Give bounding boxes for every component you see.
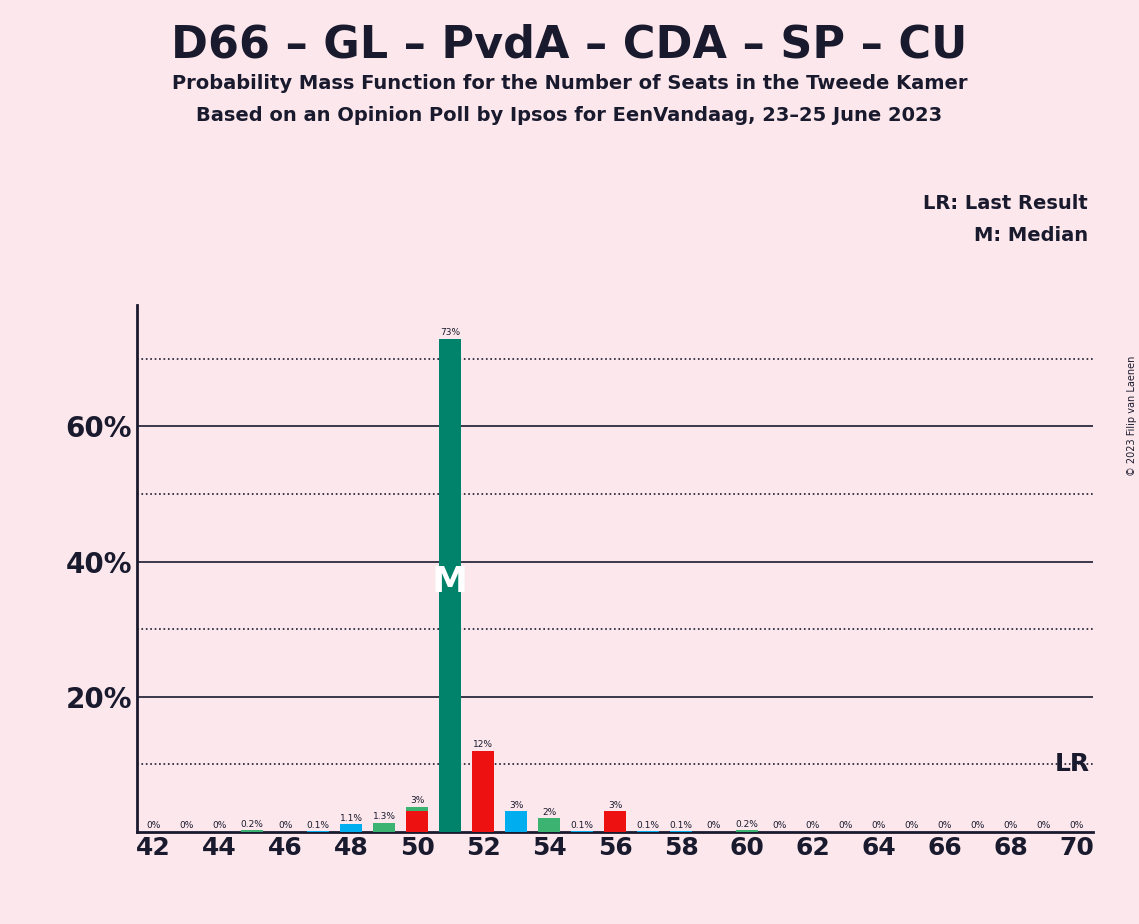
Text: 2%: 2% (542, 808, 556, 817)
Text: 0.1%: 0.1% (637, 821, 659, 830)
Bar (473, 750, 494, 832)
Text: 0.1%: 0.1% (306, 821, 329, 830)
Text: 0%: 0% (146, 821, 161, 831)
Text: 0%: 0% (773, 821, 787, 831)
Bar (407, 811, 428, 832)
Text: 0.1%: 0.1% (571, 821, 593, 830)
Bar (605, 811, 625, 832)
Bar (506, 811, 527, 832)
Text: LR: LR (1055, 752, 1090, 776)
Text: 0%: 0% (278, 821, 293, 831)
Text: 73%: 73% (440, 328, 460, 337)
Bar (241, 831, 263, 832)
Bar (736, 831, 757, 832)
Text: 0%: 0% (904, 821, 919, 831)
Text: 1.1%: 1.1% (339, 814, 362, 822)
Text: 0%: 0% (212, 821, 227, 831)
Text: © 2023 Filip van Laenen: © 2023 Filip van Laenen (1126, 356, 1137, 476)
Bar (407, 807, 428, 811)
Text: 0%: 0% (1036, 821, 1051, 831)
Text: 0%: 0% (838, 821, 853, 831)
Text: 0%: 0% (1003, 821, 1018, 831)
Text: 0.2%: 0.2% (736, 820, 759, 829)
Text: 0%: 0% (805, 821, 820, 831)
Text: 12%: 12% (473, 740, 493, 749)
Text: 1.3%: 1.3% (372, 812, 395, 821)
Text: Based on an Opinion Poll by Ipsos for EenVandaag, 23–25 June 2023: Based on an Opinion Poll by Ipsos for Ee… (196, 106, 943, 126)
Bar (440, 339, 461, 832)
Text: 0%: 0% (1070, 821, 1084, 831)
Bar (374, 822, 395, 832)
Text: Probability Mass Function for the Number of Seats in the Tweede Kamer: Probability Mass Function for the Number… (172, 74, 967, 93)
Text: 0%: 0% (707, 821, 721, 831)
Text: 0.1%: 0.1% (670, 821, 693, 830)
Bar (341, 824, 362, 832)
Text: 3%: 3% (410, 796, 425, 805)
Text: 0.2%: 0.2% (240, 820, 263, 829)
Text: D66 – GL – PvdA – CDA – SP – CU: D66 – GL – PvdA – CDA – SP – CU (171, 23, 968, 67)
Text: 3%: 3% (509, 801, 523, 810)
Bar (539, 818, 559, 832)
Text: M: M (432, 565, 468, 599)
Text: M: Median: M: Median (974, 226, 1088, 246)
Text: LR: Last Result: LR: Last Result (923, 194, 1088, 213)
Text: 0%: 0% (871, 821, 886, 831)
Text: 3%: 3% (608, 801, 622, 810)
Text: 0%: 0% (970, 821, 985, 831)
Text: 0%: 0% (179, 821, 194, 831)
Text: 0%: 0% (937, 821, 952, 831)
